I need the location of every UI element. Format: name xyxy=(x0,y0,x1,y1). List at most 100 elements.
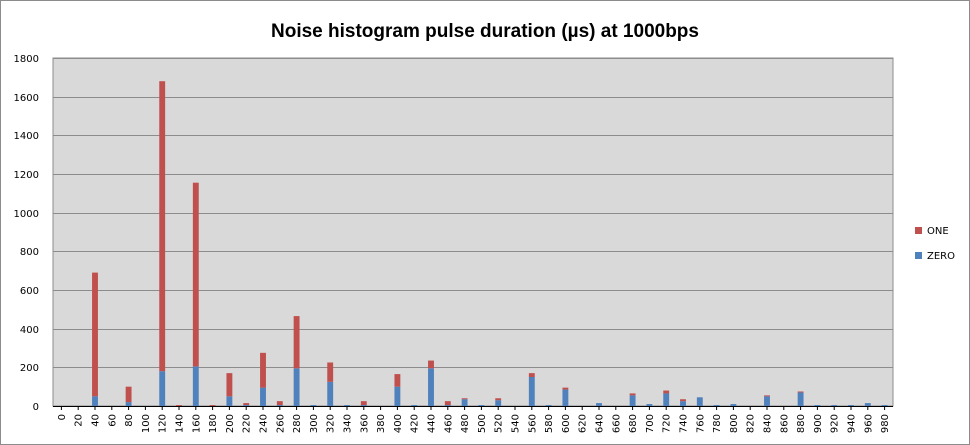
x-tick-label: 260 xyxy=(275,414,286,433)
bar-zero-960 xyxy=(864,403,871,406)
x-tick-label: 740 xyxy=(679,414,690,433)
bar-one-740 xyxy=(680,399,686,402)
x-tick-label: 200 xyxy=(225,414,236,433)
bar-zero-800 xyxy=(730,404,737,406)
x-tick-label: 80 xyxy=(124,414,135,427)
x-tick-label: 580 xyxy=(544,414,555,433)
bar-one-360 xyxy=(360,401,367,406)
chart-legend: ONE ZERO xyxy=(915,226,955,262)
bar-zero-600 xyxy=(562,389,569,406)
x-tick-label: 160 xyxy=(191,414,202,433)
bar-zero-460 xyxy=(444,405,451,406)
bar-zero-900 xyxy=(814,405,821,406)
bar-zero-640 xyxy=(596,403,602,406)
bar-one-140 xyxy=(176,405,182,406)
bar-one-840 xyxy=(764,395,770,397)
x-tick-label: 320 xyxy=(326,414,337,433)
x-tick-label: 820 xyxy=(746,414,757,433)
bar-zero-160 xyxy=(192,366,199,406)
bar-zero-420 xyxy=(411,405,418,406)
x-tick-label: 700 xyxy=(645,414,656,433)
bar-zero-340 xyxy=(344,405,350,406)
bar-zero-80 xyxy=(125,402,132,406)
x-tick-label: 100 xyxy=(141,414,152,433)
x-tick-label: 660 xyxy=(611,414,622,433)
y-tick-label: 400 xyxy=(20,325,39,336)
y-tick-label: 200 xyxy=(20,363,39,374)
x-tick-label: 980 xyxy=(880,414,891,433)
x-tick-label: 680 xyxy=(628,414,639,433)
legend-label-one: ONE xyxy=(927,226,949,237)
x-tick-label: 380 xyxy=(376,414,387,433)
bar-zero-220 xyxy=(243,405,250,406)
x-tick-label: 840 xyxy=(763,414,774,433)
chart-title: Noise histogram pulse duration (µs) at 1… xyxy=(271,21,699,42)
x-tick-label: 0 xyxy=(57,414,68,420)
x-tick-label: 480 xyxy=(460,414,471,433)
legend-label-zero: ZERO xyxy=(927,251,955,262)
bar-zero-980 xyxy=(881,405,888,406)
bar-zero-300 xyxy=(310,405,317,406)
bar-one-80 xyxy=(125,386,132,403)
x-tick-label: 900 xyxy=(813,414,824,433)
bar-zero-560 xyxy=(528,377,535,406)
x-tick-label: 240 xyxy=(259,414,270,433)
bar-zero-880 xyxy=(797,392,804,406)
x-tick-label: 180 xyxy=(208,414,219,433)
y-tick-label: 600 xyxy=(20,286,39,297)
y-tick-label: 1200 xyxy=(14,170,39,181)
bar-one-200 xyxy=(226,373,233,397)
bar-zero-480 xyxy=(461,399,468,406)
y-tick-label: 1000 xyxy=(14,209,39,220)
x-tick-label: 140 xyxy=(175,414,186,433)
x-tick-label: 920 xyxy=(830,414,841,433)
x-tick-label: 420 xyxy=(410,414,421,433)
bar-zero-840 xyxy=(764,396,770,406)
bar-one-600 xyxy=(562,387,569,390)
bar-one-720 xyxy=(663,390,670,394)
bar-zero-120 xyxy=(159,371,166,406)
bar-one-260 xyxy=(276,401,283,406)
x-tick-label: 940 xyxy=(847,414,858,433)
bar-one-460 xyxy=(444,401,451,406)
y-tick-label: 1800 xyxy=(14,54,39,65)
bar-one-480 xyxy=(461,398,468,400)
x-tick-label: 640 xyxy=(595,414,606,433)
legend-swatch-one xyxy=(915,227,922,234)
bar-zero-940 xyxy=(848,405,854,406)
x-tick-label: 120 xyxy=(158,414,169,433)
y-tick-label: 0 xyxy=(33,402,39,413)
bar-one-520 xyxy=(495,398,502,401)
plot-area: 0 200 400 600 800 1000 1200 1400 1600 1800 0 20 40 60… xyxy=(14,54,894,433)
x-tick-label: 860 xyxy=(779,414,790,433)
x-tick-label: 460 xyxy=(443,414,454,433)
x-tick-label: 500 xyxy=(477,414,488,433)
bar-one-400 xyxy=(394,374,401,387)
bar-one-40 xyxy=(92,272,98,397)
x-tick-label: 620 xyxy=(578,414,589,433)
bar-zero-40 xyxy=(92,396,98,406)
x-tick-label: 220 xyxy=(242,414,253,433)
bar-zero-280 xyxy=(293,368,300,406)
bar-one-120 xyxy=(159,81,166,372)
x-tick-label: 300 xyxy=(309,414,320,433)
bar-zero-760 xyxy=(696,397,703,406)
x-tick-label: 440 xyxy=(427,414,438,433)
bar-one-320 xyxy=(327,362,334,382)
bar-zero-200 xyxy=(226,396,233,406)
bar-zero-700 xyxy=(646,404,653,406)
x-tick-label: 340 xyxy=(343,414,354,433)
bar-zero-400 xyxy=(394,386,401,406)
bar-zero-260 xyxy=(276,405,283,406)
x-tick-label: 520 xyxy=(494,414,505,433)
bar-zero-240 xyxy=(260,387,266,406)
x-tick-label: 40 xyxy=(91,414,102,427)
x-tick-label: 280 xyxy=(292,414,303,433)
bar-zero-580 xyxy=(545,405,552,406)
x-tick-label: 400 xyxy=(393,414,404,433)
bar-zero-520 xyxy=(495,400,502,406)
x-tick-label: 780 xyxy=(712,414,723,433)
y-tick-label: 1600 xyxy=(14,93,39,104)
